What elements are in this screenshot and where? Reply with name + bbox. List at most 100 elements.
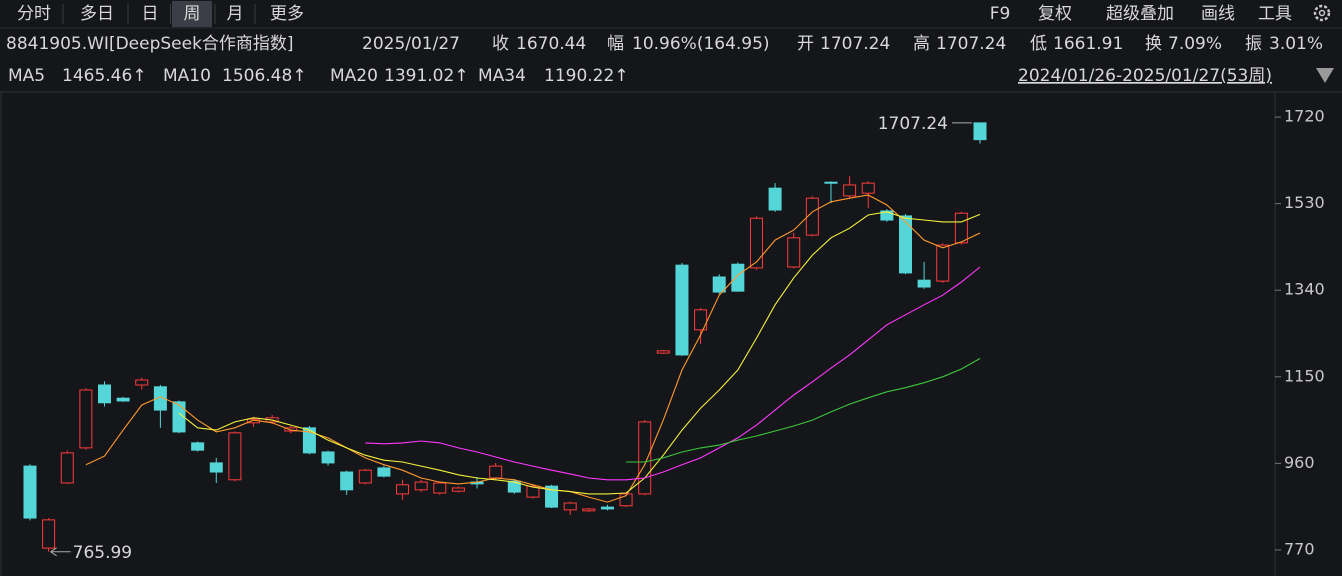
y-tick-label: 1720 [1284,107,1325,126]
tab[interactable]: 多日 [80,4,114,24]
quote-field: 低 [1030,34,1047,54]
ma-line [365,266,981,481]
candle-body [153,386,167,411]
legend-value-number: 1465.46 [62,66,132,86]
tool-button[interactable]: 工具 [1258,4,1292,24]
candle-body [936,244,950,282]
quote-field: 收 [492,34,509,54]
candle-body [358,469,372,484]
min-pointer-head [50,547,57,557]
candle-body [396,484,410,495]
ma-line [178,211,981,495]
settings-icon[interactable] [1313,4,1331,22]
quote-field: 1707.24 [936,34,1006,54]
candle-body [861,182,875,194]
candle-body [414,481,428,491]
settings-icon-hub [1318,9,1326,17]
tool-button[interactable]: 复权 [1038,4,1072,24]
candle-body [563,502,577,511]
candle-body [824,181,838,184]
candle-body [712,276,726,293]
candle-body [805,197,819,236]
quote-field: 8841905.WI[DeepSeek合作商指数] [6,34,294,54]
legend-value-number: 1391.02 [384,66,454,86]
legend-name: MA20 [330,66,378,86]
y-tick-label: 770 [1284,539,1315,558]
candle-body [917,279,931,288]
candle-body [98,384,112,404]
candle-body [135,379,149,386]
quote-field: 高 [913,34,930,54]
candle-body [209,462,223,473]
tab[interactable]: 月 [227,4,244,24]
tab[interactable]: 分时 [17,4,51,24]
candle-body [582,508,596,512]
quote-field: 3.01% [1269,34,1323,54]
candle-body [526,485,540,498]
candle-body [675,264,689,356]
quote-field: 2025/01/27 [362,34,460,54]
quote-field: 7.09% [1168,34,1222,54]
legend-value: 1506.48↑ [222,66,307,86]
legend-trend: ↑ [454,66,468,86]
legend-value-number: 1190.22 [544,66,614,86]
quote-field: 幅 [607,34,624,54]
y-tick-label: 960 [1284,453,1315,472]
candle-body [284,427,298,432]
candle-body [880,210,894,221]
candle-body [694,309,708,331]
quote-field: 1661.91 [1053,34,1123,54]
legend-trend: ↑ [292,66,306,86]
ma-line [85,194,981,503]
legend-name: MA5 [8,66,45,86]
candle-body [302,427,316,454]
candle-body [489,465,503,479]
date-range[interactable]: 2024/01/26-2025/01/27(53周) [1018,66,1272,86]
candle-body [545,485,559,508]
quote-field: 开 [797,34,814,54]
legend-value: 1465.46↑ [62,66,147,86]
max-label: 1707.24 [878,114,948,134]
candle-body [656,350,670,354]
y-tick-label: 1340 [1284,280,1325,299]
candle-body [638,421,652,495]
tool-button[interactable]: 画线 [1201,4,1235,24]
min-label: 765.99 [73,543,132,563]
tool-button[interactable]: F9 [990,4,1011,24]
candle-body [954,212,968,244]
legend-value: 1391.02↑ [384,66,469,86]
legend-value-number: 1506.48 [222,66,292,86]
candle-body [898,215,912,274]
tool-button[interactable]: 超级叠加 [1106,4,1174,24]
legend-trend: ↑ [614,66,628,86]
candle-body [60,452,74,484]
candle-body [23,465,37,519]
candle-body [749,217,763,269]
tab[interactable]: 更多 [270,4,304,24]
ma-line [626,358,981,463]
candle-body [731,263,745,292]
legend-name: MA10 [163,66,211,86]
quote-field: 换 [1145,34,1162,54]
tab[interactable]: 日 [142,4,159,24]
candle-body [340,471,354,491]
candle-body [172,401,186,433]
candle-body [507,480,521,493]
candle-body [451,487,465,492]
legend-name: MA34 [478,66,526,86]
candle-body [42,519,56,549]
quote-field: 1670.44 [516,34,586,54]
candle-body [768,187,782,211]
legend-value: 1190.22↑ [544,66,629,86]
quote-field: 1707.24 [820,34,890,54]
range-dropdown[interactable] [1316,68,1334,83]
legend-trend: ↑ [132,66,146,86]
quote-field: 10.96%(164.95) [632,34,770,54]
candle-body [600,506,614,510]
tab[interactable]: 周 [184,4,201,24]
candle-body [116,397,130,402]
candle-body [787,237,801,268]
